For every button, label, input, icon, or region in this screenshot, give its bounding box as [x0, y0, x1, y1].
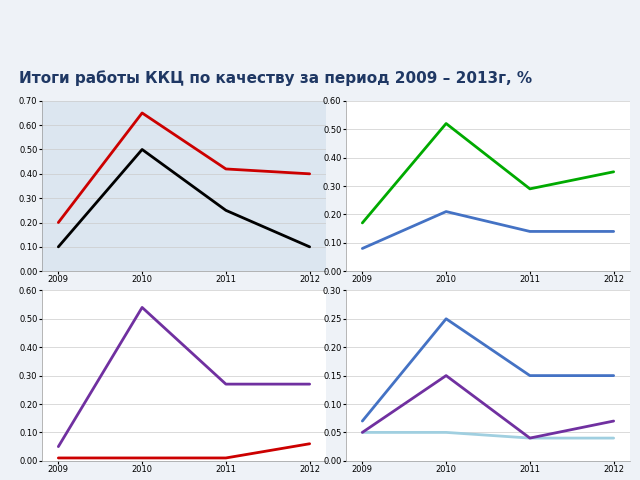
Legend: НП внутрицеховая, НП от смежников: НП внутрицеховая, НП от смежников — [350, 344, 452, 366]
Legend: Брак внутрицеховой, Брак у смежников: Брак внутрицеховой, Брак у смежников — [46, 340, 266, 349]
Text: Итоги работы ККЦ по качеству за период 2009 – 2013г, %: Итоги работы ККЦ по качеству за период 2… — [19, 70, 532, 85]
